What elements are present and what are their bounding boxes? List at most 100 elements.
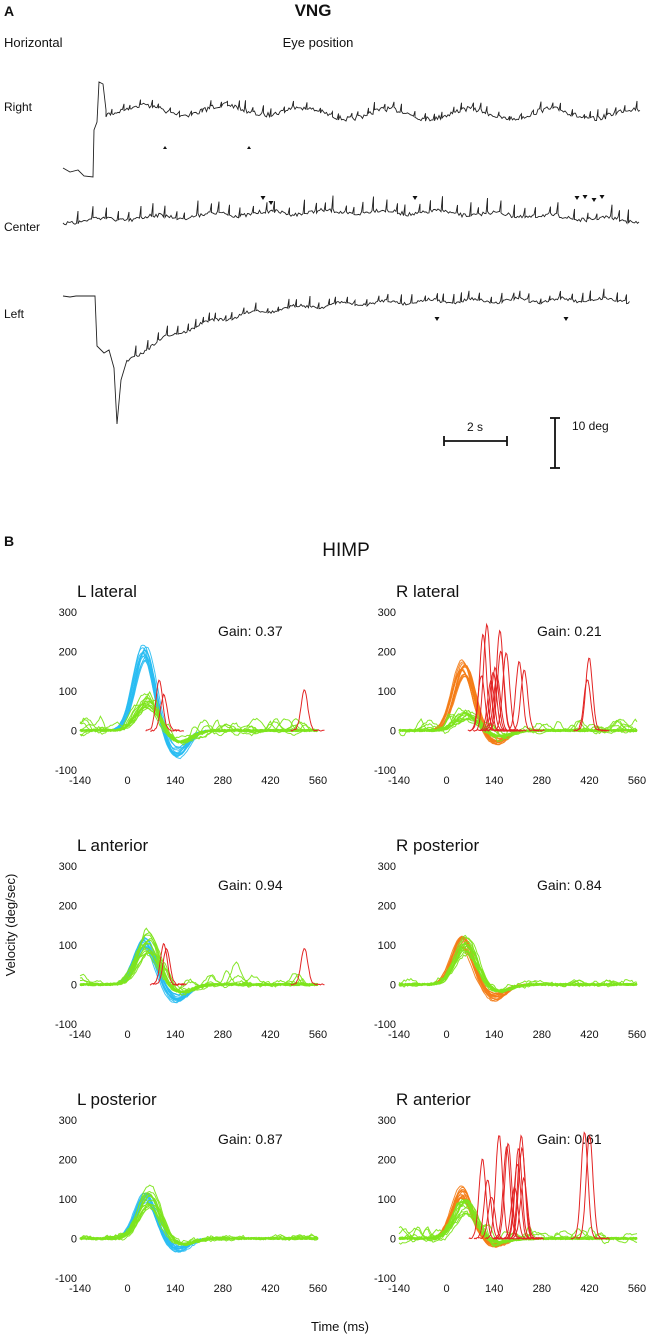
head-velocity-trace: [398, 945, 638, 997]
eye-velocity-trace: [79, 700, 319, 743]
head-velocity-trace: [79, 940, 319, 1004]
himp-subplot: R posterior Gain: 0.84 300 200 100 0 -100-140 0…: [374, 836, 646, 1041]
y-tick-label: -100: [55, 1019, 77, 1031]
x-tick-label: 0: [125, 1029, 131, 1041]
eye-velocity-trace: [398, 717, 638, 738]
trace-label-left: Left: [4, 307, 25, 321]
subplot-title: R lateral: [396, 582, 459, 601]
y-axis-label: Velocity (deg/sec): [3, 874, 18, 977]
panel-a-title: VNG: [295, 1, 332, 20]
x-tick-label: 0: [125, 775, 131, 787]
panel-b-label: B: [4, 533, 14, 549]
saccade-trace: [575, 657, 610, 732]
saccade-trace: [500, 1186, 535, 1240]
head-velocity-trace: [80, 659, 319, 760]
x-tick-label: 0: [444, 775, 450, 787]
himp-subplot: L lateral Gain: 0.37 300 200 100 0 -100-140 0 14…: [55, 582, 327, 787]
head-velocity-trace: [398, 937, 638, 998]
y-tick-label: -100: [374, 1019, 396, 1031]
x-tick-label: -140: [69, 775, 91, 787]
head-velocity-trace: [398, 936, 638, 1002]
head-velocity-trace: [79, 944, 319, 1004]
gain-label: Gain: 0.61: [537, 1131, 602, 1147]
x-tick-label: 560: [309, 775, 327, 787]
subplot-title: L lateral: [77, 582, 137, 601]
saccade-trace: [469, 633, 504, 732]
y-tick-label: 100: [378, 1194, 396, 1206]
x-tick-label: 280: [214, 775, 232, 787]
nystagmus-marker: [599, 195, 605, 199]
x-tick-label: 280: [533, 1283, 551, 1295]
head-velocity-trace: [79, 650, 319, 757]
x-tick-label: 140: [166, 1283, 184, 1295]
saccade-trace: [505, 660, 540, 732]
himp-subplot: R anterior Gain: 0.61 300 200 100 0 -100-140 0 1…: [374, 1090, 646, 1295]
y-tick-label: -100: [55, 1273, 77, 1285]
x-tick-label: 140: [485, 1283, 503, 1295]
y-tick-label: 0: [71, 1234, 77, 1246]
x-tick-label: 560: [628, 775, 646, 787]
y-tick-label: 200: [59, 647, 77, 659]
x-tick-label: 140: [485, 775, 503, 787]
eye-velocity-trace: [79, 947, 319, 994]
y-tick-label: 200: [378, 1155, 396, 1167]
x-tick-label: 280: [533, 775, 551, 787]
head-velocity-trace: [79, 644, 319, 757]
head-velocity-trace: [79, 945, 319, 1001]
x-tick-label: 0: [444, 1029, 450, 1041]
saccade-trace: [508, 1146, 543, 1240]
eye-velocity-trace: [79, 943, 319, 994]
head-velocity-trace: [79, 939, 319, 1001]
x-tick-label: 420: [261, 775, 279, 787]
saccade-trace: [576, 1134, 610, 1240]
himp-subplot: L anterior Gain: 0.94 300 200 100 0 -100-140 0 1…: [55, 836, 327, 1041]
eye-velocity-trace: [398, 943, 638, 993]
head-velocity-trace: [80, 946, 319, 1000]
y-tick-label: -100: [374, 1273, 396, 1285]
saccade-trace: [149, 942, 184, 986]
time-scale-label: 2 s: [467, 420, 483, 434]
head-velocity-trace: [79, 1196, 319, 1253]
subplot-title: R anterior: [396, 1090, 471, 1109]
y-tick-label: 300: [59, 1115, 77, 1127]
head-velocity-trace: [79, 1199, 319, 1253]
x-tick-label: 420: [580, 1029, 598, 1041]
y-tick-label: -100: [374, 765, 396, 777]
nystagmus-marker: [247, 146, 251, 149]
time-scale-bar: 2 s: [443, 420, 508, 446]
y-tick-label: 300: [378, 861, 396, 873]
head-velocity-trace: [398, 946, 638, 996]
y-tick-label: 300: [378, 607, 396, 619]
eye-velocity-trace: [79, 1194, 319, 1246]
head-velocity-trace: [398, 937, 638, 1000]
eye-velocity-trace: [79, 699, 319, 744]
nystagmus-marker: [412, 196, 418, 200]
vng-signal-label: Eye position: [283, 35, 354, 50]
x-tick-label: 140: [485, 1029, 503, 1041]
gain-label: Gain: 0.21: [537, 623, 602, 639]
y-tick-label: 300: [59, 607, 77, 619]
x-tick-label: 420: [580, 1283, 598, 1295]
x-tick-label: -140: [388, 1283, 410, 1295]
saccade-trace: [570, 1131, 605, 1240]
y-tick-label: 300: [378, 1115, 396, 1127]
eye-velocity-trace: [79, 705, 319, 743]
y-tick-label: 100: [59, 686, 77, 698]
x-tick-label: -140: [69, 1029, 91, 1041]
trace-label-right: Right: [4, 100, 33, 114]
head-velocity-trace: [398, 946, 638, 998]
head-velocity-trace: [398, 946, 637, 997]
amplitude-scale-label: 10 deg: [572, 419, 609, 433]
y-tick-label: 0: [71, 980, 77, 992]
panel-a: A VNG Horizontal Eye position Right Cent…: [4, 1, 641, 469]
head-velocity-trace: [79, 651, 319, 758]
eye-velocity-trace: [398, 950, 638, 992]
x-axis-label: Time (ms): [311, 1319, 369, 1334]
x-tick-label: 420: [261, 1283, 279, 1295]
y-tick-label: 100: [378, 686, 396, 698]
himp-subplot: R lateral Gain: 0.21 300 200 100 0 -100-140 0 14…: [374, 582, 646, 787]
x-tick-label: -140: [69, 1283, 91, 1295]
nystagmus-marker: [582, 195, 588, 199]
panel-b: B HIMP Velocity (deg/sec) Time (ms) L la…: [3, 533, 646, 1334]
